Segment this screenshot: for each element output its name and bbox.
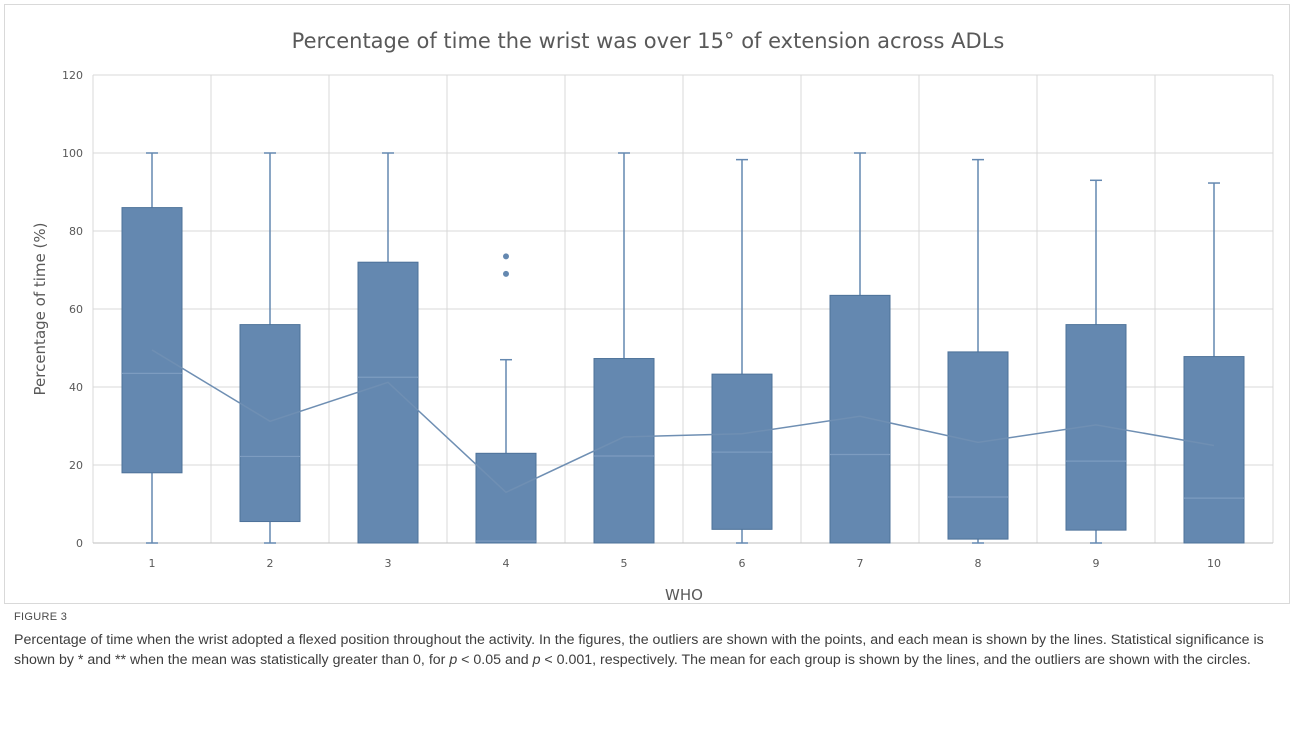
box-group	[121, 152, 183, 544]
box-group	[1183, 182, 1245, 544]
x-tick-label: 5	[621, 557, 628, 570]
box-group	[829, 152, 891, 544]
x-tick-label: 8	[975, 557, 982, 570]
caption-text-1: Percentage of time when the wrist adopte…	[14, 632, 1264, 668]
y-tick-label: 60	[69, 303, 83, 316]
x-tick-label: 4	[503, 557, 510, 570]
caption-p-1: p	[449, 652, 458, 668]
box-iqr	[357, 261, 419, 544]
box-group	[711, 158, 773, 544]
box-iqr	[239, 324, 301, 523]
caption-p-2: p	[532, 652, 541, 668]
y-tick-label: 100	[62, 147, 83, 160]
x-tick-label: 1	[149, 557, 156, 570]
y-tick-label: 120	[62, 69, 83, 82]
box-group	[593, 152, 655, 544]
x-tick-label: 9	[1093, 557, 1100, 570]
y-axis-label: Percentage of time (%)	[31, 223, 49, 396]
box-iqr	[947, 351, 1009, 540]
x-tick-label: 2	[267, 557, 274, 570]
mean-polyline	[151, 349, 1215, 494]
box-plot-chart: Percentage of time the wrist was over 15…	[31, 29, 1274, 604]
x-tick-label: 7	[857, 557, 864, 570]
boxes	[121, 152, 1245, 544]
figure-caption: Percentage of time when the wrist adopte…	[14, 630, 1284, 670]
figure-label: FIGURE 3	[14, 611, 68, 623]
box-group	[475, 253, 537, 544]
box-group	[1065, 179, 1127, 544]
box-iqr	[475, 452, 537, 544]
y-tick-label: 0	[76, 537, 83, 550]
x-tick-label: 3	[385, 557, 392, 570]
y-axis-ticks: 0 20 40 60 80 100 120	[62, 69, 83, 550]
box-group	[947, 158, 1009, 544]
box-group	[239, 152, 301, 544]
y-tick-label: 80	[69, 225, 83, 238]
box-iqr	[1183, 356, 1245, 544]
caption-text-2: < 0.05 and	[457, 652, 533, 668]
x-tick-label: 6	[739, 557, 746, 570]
mean-line	[151, 349, 1215, 494]
box-group	[357, 152, 419, 544]
y-tick-label: 40	[69, 381, 83, 394]
box-iqr	[593, 358, 655, 544]
chart-title: Percentage of time the wrist was over 15…	[292, 29, 1005, 53]
x-tick-label: 10	[1207, 557, 1221, 570]
y-tick-label: 20	[69, 459, 83, 472]
outlier-point	[503, 270, 509, 277]
box-iqr	[121, 207, 183, 474]
outlier-point	[503, 253, 509, 260]
caption-text-3: < 0.001, respectively. The mean for each…	[540, 652, 1251, 668]
x-axis-ticks: 1 2 3 4 5 6 7 8 9 10	[149, 557, 1222, 570]
x-axis-label: WHO	[665, 586, 703, 604]
